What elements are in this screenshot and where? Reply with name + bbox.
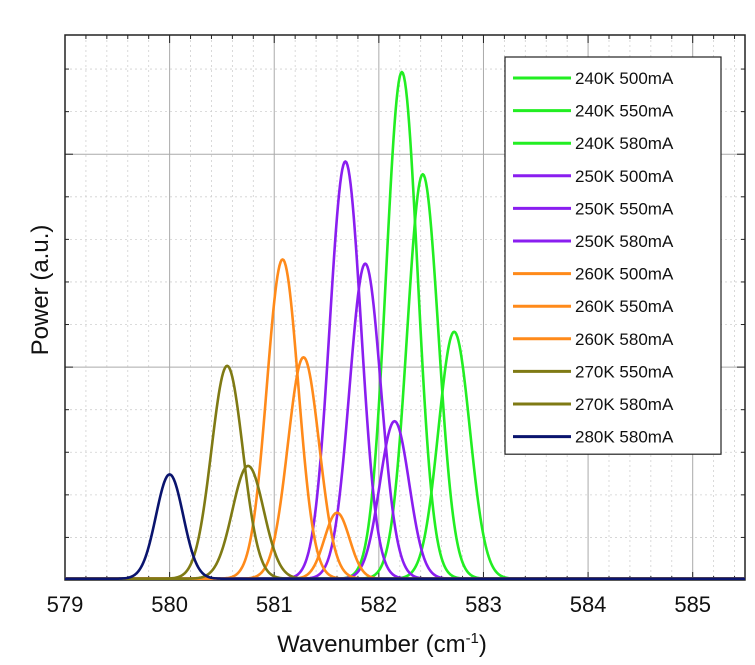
legend-entry-label: 250K 500mA: [575, 167, 674, 186]
legend-entry-label: 240K 550mA: [575, 102, 674, 121]
legend-entry-label: 240K 500mA: [575, 69, 674, 88]
series-line-280k-580ma: [64, 473, 746, 581]
x-tick-label: 582: [360, 592, 397, 617]
x-tick-label: 583: [465, 592, 502, 617]
legend-box: [504, 56, 722, 455]
x-axis-label: Wavenumber (cm-1): [277, 630, 487, 658]
x-tick-label: 580: [151, 592, 188, 617]
x-axis-label-main: Wavenumber (cm: [277, 631, 465, 658]
legend: 240K 500mA 240K 550mA 240K 580mA 250K 500mA…: [504, 56, 722, 455]
legend-entry-label: 270K 580mA: [575, 395, 674, 414]
legend-entry-label: 250K 580mA: [575, 232, 674, 251]
series-line-260k-580ma: [64, 511, 746, 581]
legend-entry-label: 250K 550mA: [575, 199, 674, 218]
x-tick-labels: 579 580 581 582 583 584 585: [47, 592, 711, 617]
x-axis-label-suffix: ): [479, 631, 487, 658]
legend-entry-label: 260K 580mA: [575, 330, 674, 349]
x-axis-label-superscript: -1: [466, 630, 479, 647]
legend-entry-label: 280K 580mA: [575, 428, 674, 447]
x-tick-label: 581: [256, 592, 293, 617]
legend-entry-label: 260K 550mA: [575, 297, 674, 316]
x-tick-label: 585: [674, 592, 711, 617]
legend-entry-label: 270K 550mA: [575, 362, 674, 381]
legend-entry-label: 240K 580mA: [575, 134, 674, 153]
series-lines: [64, 70, 746, 581]
y-axis-label: Power (a.u.): [27, 225, 54, 356]
x-tick-label: 579: [47, 592, 84, 617]
series-line-270k-580ma: [64, 464, 746, 581]
legend-entry-label: 260K 500mA: [575, 265, 674, 284]
x-tick-label: 584: [570, 592, 607, 617]
